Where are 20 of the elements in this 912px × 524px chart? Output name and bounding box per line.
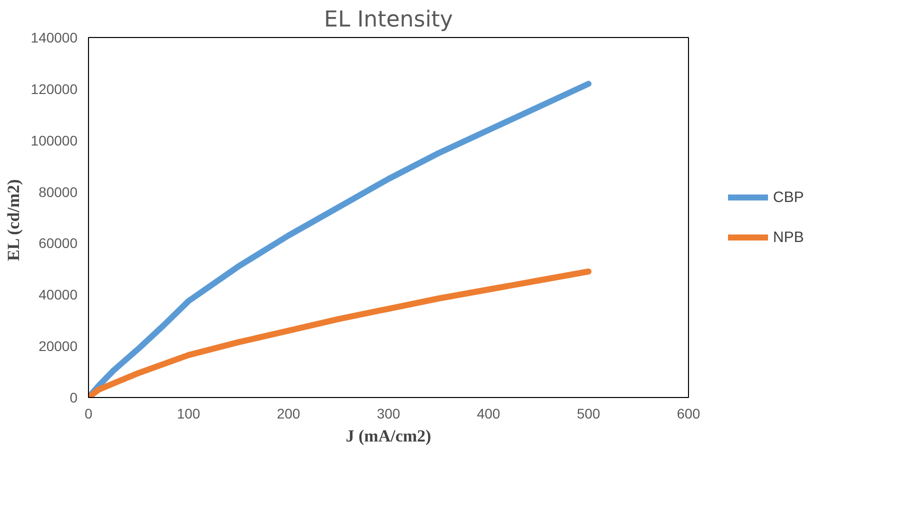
y-tick-label: 80000 bbox=[38, 184, 78, 200]
x-tick-label: 500 bbox=[576, 406, 600, 422]
y-tick-label: 40000 bbox=[38, 286, 78, 303]
y-tick-label: 100000 bbox=[30, 132, 78, 148]
x-tick-label: 200 bbox=[276, 406, 300, 422]
x-axis-title: J (mA/cm2) bbox=[346, 426, 432, 446]
chart-title: EL Intensity bbox=[324, 8, 453, 32]
legend-label: NPB bbox=[773, 228, 804, 246]
legend-label: CBP bbox=[773, 188, 804, 206]
y-tick-label: 20000 bbox=[38, 338, 78, 354]
y-axis-title: EL (cd/m2) bbox=[4, 179, 23, 261]
y-tick-label: 0 bbox=[70, 390, 78, 406]
x-tick-label: 300 bbox=[376, 406, 400, 422]
x-tick-label: 600 bbox=[676, 406, 700, 422]
x-tick-label: 100 bbox=[176, 406, 200, 422]
y-tick-label: 140000 bbox=[30, 30, 78, 46]
y-tick-label: 120000 bbox=[30, 80, 78, 97]
x-tick-label: 400 bbox=[476, 406, 500, 422]
y-tick-label: 60000 bbox=[38, 235, 78, 252]
x-tick-label: 0 bbox=[84, 406, 93, 422]
